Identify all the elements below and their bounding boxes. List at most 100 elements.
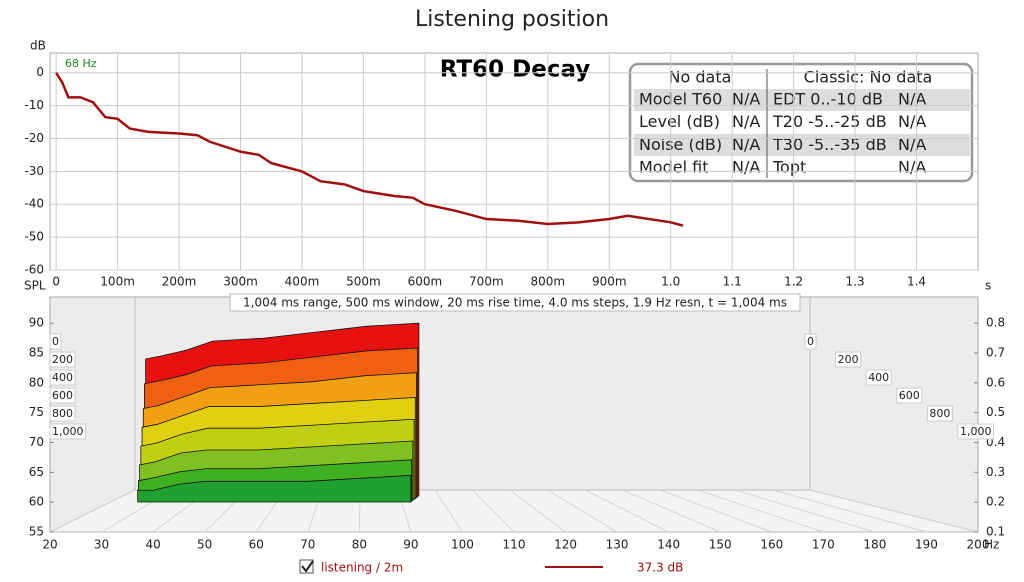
- y-tick-label: 80: [29, 375, 44, 389]
- grid-line: [547, 489, 618, 533]
- panel-cell: N/A: [732, 158, 760, 177]
- x-tick-label: 30: [94, 538, 109, 552]
- z-tick-box: [49, 423, 86, 440]
- x-tick-label: 50: [197, 538, 212, 552]
- x-tick-label: 120: [554, 538, 577, 552]
- panel-cell: Topt: [772, 158, 806, 177]
- z-tick-box: [835, 351, 862, 368]
- x-tick-label: 700m: [469, 275, 504, 289]
- z-tick-label: 200: [838, 353, 859, 366]
- x-tick-label: 1.3: [846, 275, 865, 289]
- checkbox[interactable]: [299, 559, 314, 574]
- y2-tick-label: 0.1: [986, 525, 1005, 539]
- grid-line: [734, 489, 876, 533]
- grid-line: [659, 489, 772, 533]
- legend-value: 37.3 dB: [637, 561, 683, 575]
- panel-cell: N/A: [898, 112, 926, 131]
- x-tick-label: 190: [915, 538, 938, 552]
- panel-header: Classic: No data: [804, 68, 933, 87]
- y2-tick-label: 0.6: [986, 375, 1005, 389]
- x-tick-label: 300m: [223, 275, 258, 289]
- z-tick-label: 800: [929, 407, 950, 420]
- x-tick-label: 70: [300, 538, 315, 552]
- z-tick-label: 400: [52, 371, 73, 384]
- z-tick-label: 0: [52, 335, 59, 348]
- x-tick-label: 1.1: [723, 275, 742, 289]
- panel-cell: N/A: [732, 90, 760, 109]
- x-tick-label: 180: [863, 538, 886, 552]
- z-tick-box: [49, 333, 62, 350]
- x-axis-label: Hz: [984, 538, 999, 552]
- x-tick-label: 40: [145, 538, 160, 552]
- row-shade: [634, 134, 970, 156]
- x-tick-label: 0: [52, 275, 60, 289]
- grid-line: [434, 489, 463, 533]
- x-tick-label: 1.0: [661, 275, 680, 289]
- page-title: Listening position: [415, 7, 609, 32]
- panel-cell: Model T60: [639, 90, 722, 109]
- z-tick-box: [49, 405, 76, 422]
- y-axis-label: SPL: [24, 279, 46, 293]
- data-line: [55, 72, 684, 227]
- y-tick-label: 60: [29, 495, 44, 509]
- x-tick-label: 20: [42, 538, 57, 552]
- y-axis-label: dB: [30, 39, 46, 53]
- panel-cell: Level (dB): [639, 112, 720, 131]
- chart-title: RT60 Decay: [440, 57, 591, 83]
- panel-cell: T20 -5..-25 dB: [772, 112, 887, 131]
- z-tick-box: [896, 387, 923, 404]
- y2-tick-label: 0.8: [986, 316, 1005, 330]
- z-tick-label: 1,000: [52, 425, 84, 438]
- x-tick-label: 500m: [346, 275, 381, 289]
- panel-cell: N/A: [898, 90, 926, 109]
- x-axis-label: s: [985, 279, 991, 293]
- check: [301, 560, 314, 573]
- x-tick-label: 1.2: [784, 275, 803, 289]
- y2-tick-label: 0.2: [986, 495, 1005, 509]
- z-tick-box: [49, 351, 76, 368]
- x-tick-label: 150: [709, 538, 732, 552]
- x-tick-label: 140: [657, 538, 680, 552]
- y-tick-label: 85: [29, 346, 44, 360]
- z-tick-label: 400: [868, 371, 889, 384]
- z-tick-label: 600: [52, 389, 73, 402]
- x-tick-label: 60: [249, 538, 264, 552]
- grid-line: [697, 489, 824, 533]
- z-tick-box: [49, 369, 76, 386]
- y-tick-label: 70: [29, 435, 44, 449]
- z-tick-box: [865, 369, 892, 386]
- x-tick-label: 200: [967, 538, 990, 552]
- y-tick-label: 55: [29, 525, 44, 539]
- panel-cell: Noise (dB): [639, 135, 722, 154]
- y-tick-label: 75: [29, 405, 44, 419]
- x-tick-label: 100m: [100, 275, 135, 289]
- x-tick-label: 1.4: [907, 275, 926, 289]
- x-tick-label: 400m: [285, 275, 320, 289]
- subtitle: 1,004 ms range, 500 ms window, 20 ms ris…: [243, 296, 787, 310]
- panel-cell: N/A: [898, 135, 926, 154]
- z-tick-label: 0: [807, 335, 814, 348]
- x-tick-label: 200m: [162, 275, 197, 289]
- y-tick-label: -60: [24, 263, 44, 277]
- panel-cell: N/A: [732, 135, 760, 154]
- z-tick-label: 800: [52, 407, 73, 420]
- y-tick-label: -20: [24, 131, 44, 145]
- y2-tick-label: 0.3: [986, 465, 1005, 479]
- x-tick-label: 160: [760, 538, 783, 552]
- x-tick-label: 100: [451, 538, 474, 552]
- grid-line: [809, 489, 979, 533]
- panel-header: No data: [669, 68, 732, 87]
- waterfall-slice: [137, 474, 412, 503]
- grid-line: [509, 489, 566, 533]
- grid-line: [584, 489, 669, 533]
- x-tick-label: 80: [352, 538, 367, 552]
- y-tick-label: 65: [29, 465, 44, 479]
- z-tick-label: 600: [899, 389, 920, 402]
- panel-cell: Model fit: [639, 158, 708, 177]
- grid-line: [772, 489, 927, 533]
- grid-line: [49, 489, 136, 533]
- y2-tick-label: 0.5: [986, 405, 1005, 419]
- z-tick-label: 200: [52, 353, 73, 366]
- z-tick-box: [804, 333, 817, 350]
